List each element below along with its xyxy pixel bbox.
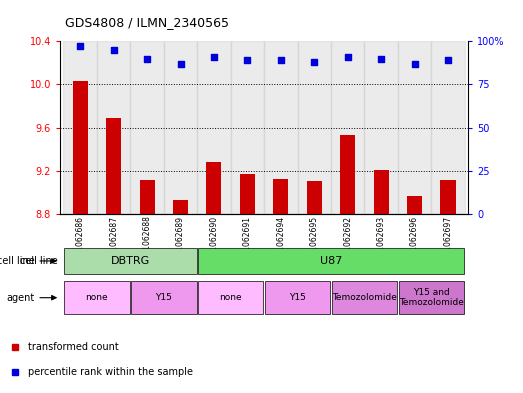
Text: agent: agent bbox=[6, 293, 35, 303]
Bar bbox=[97, 41, 130, 214]
Bar bbox=[130, 41, 164, 214]
Bar bbox=[264, 41, 298, 214]
Bar bbox=[274, 178, 288, 214]
Text: cell line: cell line bbox=[0, 256, 35, 266]
Bar bbox=[399, 281, 464, 314]
Point bbox=[411, 61, 419, 67]
Bar bbox=[198, 281, 264, 314]
Bar bbox=[64, 248, 197, 274]
Bar bbox=[365, 41, 398, 214]
Text: none: none bbox=[86, 293, 108, 302]
Text: Y15: Y15 bbox=[155, 293, 172, 302]
Bar bbox=[106, 118, 121, 214]
Bar bbox=[265, 281, 331, 314]
Bar bbox=[340, 135, 355, 214]
Point bbox=[176, 61, 185, 67]
Bar bbox=[164, 41, 197, 214]
Point bbox=[310, 59, 319, 65]
Point bbox=[143, 55, 151, 62]
Text: Temozolomide: Temozolomide bbox=[332, 293, 397, 302]
Bar bbox=[332, 281, 397, 314]
Bar bbox=[331, 41, 365, 214]
Point bbox=[344, 54, 352, 60]
Bar bbox=[140, 180, 155, 214]
Text: transformed count: transformed count bbox=[28, 342, 119, 352]
Point bbox=[76, 43, 84, 50]
Bar bbox=[440, 180, 456, 214]
Bar bbox=[173, 200, 188, 214]
Point bbox=[210, 54, 218, 60]
Text: GDS4808 / ILMN_2340565: GDS4808 / ILMN_2340565 bbox=[65, 17, 230, 29]
Bar bbox=[231, 41, 264, 214]
Bar bbox=[207, 162, 221, 214]
Bar bbox=[240, 174, 255, 214]
Bar bbox=[307, 181, 322, 214]
Bar bbox=[73, 81, 88, 214]
Point bbox=[377, 55, 385, 62]
Bar bbox=[431, 41, 465, 214]
Text: Y15: Y15 bbox=[289, 293, 306, 302]
Text: Y15 and
Temozolomide: Y15 and Temozolomide bbox=[399, 288, 464, 307]
Point bbox=[444, 57, 452, 63]
Bar bbox=[64, 281, 130, 314]
Text: none: none bbox=[219, 293, 242, 302]
Point bbox=[277, 57, 285, 63]
Bar bbox=[407, 196, 422, 214]
Text: U87: U87 bbox=[320, 256, 342, 266]
Text: cell line: cell line bbox=[20, 256, 58, 266]
Text: percentile rank within the sample: percentile rank within the sample bbox=[28, 367, 194, 377]
Point bbox=[243, 57, 252, 63]
Bar bbox=[63, 41, 97, 214]
Bar bbox=[197, 41, 231, 214]
Bar bbox=[398, 41, 431, 214]
Bar bbox=[298, 41, 331, 214]
Point bbox=[109, 47, 118, 53]
Bar bbox=[373, 170, 389, 214]
Bar bbox=[131, 281, 197, 314]
Bar bbox=[198, 248, 464, 274]
Text: DBTRG: DBTRG bbox=[111, 256, 150, 266]
